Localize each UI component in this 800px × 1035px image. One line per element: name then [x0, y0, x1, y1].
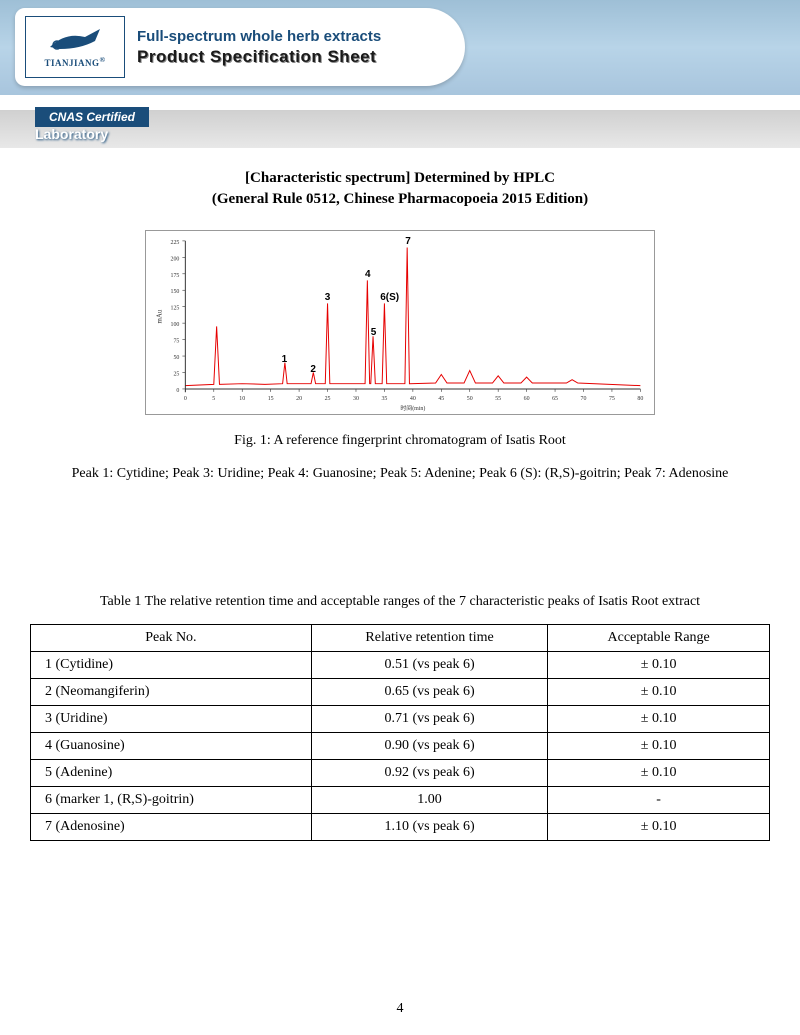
table-cell: 7 (Adenosine) — [31, 814, 312, 841]
table-cell: ± 0.10 — [548, 679, 770, 706]
peak-label: 6(S) — [380, 292, 399, 303]
svg-text:55: 55 — [495, 396, 501, 402]
content-area: [Characteristic spectrum] Determined by … — [0, 150, 800, 841]
svg-text:0: 0 — [176, 388, 179, 394]
svg-text:45: 45 — [438, 396, 444, 402]
table-row: 6 (marker 1, (R,S)-goitrin)1.00- — [31, 787, 770, 814]
table-cell: 0.90 (vs peak 6) — [311, 733, 547, 760]
table-cell: 0.51 (vs peak 6) — [311, 652, 547, 679]
svg-text:50: 50 — [173, 355, 179, 361]
svg-text:20: 20 — [296, 396, 302, 402]
table-header: Peak No. — [31, 625, 312, 652]
table-cell: ± 0.10 — [548, 706, 770, 733]
retention-time-table: Peak No.Relative retention timeAcceptabl… — [30, 624, 770, 841]
svg-text:40: 40 — [410, 396, 416, 402]
peak-label: 5 — [371, 327, 377, 338]
table-cell: ± 0.10 — [548, 652, 770, 679]
svg-text:5: 5 — [212, 396, 215, 402]
table-header: Relative retention time — [311, 625, 547, 652]
svg-text:150: 150 — [171, 289, 180, 295]
header-subtitle: Full-spectrum whole herb extracts — [137, 28, 381, 45]
peak-label: 7 — [405, 236, 411, 247]
svg-text:125: 125 — [171, 306, 180, 312]
table-cell: 0.92 (vs peak 6) — [311, 760, 547, 787]
svg-text:25: 25 — [173, 371, 179, 377]
figure-caption: Fig. 1: A reference fingerprint chromato… — [30, 433, 770, 449]
svg-text:50: 50 — [467, 396, 473, 402]
svg-text:mAu: mAu — [157, 309, 164, 323]
page-number: 4 — [0, 1001, 800, 1017]
peak-label: 4 — [365, 269, 371, 280]
brand-logo: TIANJIANG® — [25, 16, 125, 78]
svg-text:75: 75 — [173, 339, 179, 345]
table-cell: 4 (Guanosine) — [31, 733, 312, 760]
brand-name: TIANJIANG® — [44, 55, 105, 68]
title-line-2: (General Rule 0512, Chinese Pharmacopoei… — [30, 189, 770, 210]
table-row: 1 (Cytidine)0.51 (vs peak 6)± 0.10 — [31, 652, 770, 679]
table-cell: 0.71 (vs peak 6) — [311, 706, 547, 733]
svg-text:0: 0 — [184, 396, 187, 402]
table-cell: 5 (Adenine) — [31, 760, 312, 787]
header-banner: TIANJIANG® Full-spectrum whole herb extr… — [0, 0, 800, 95]
table-row: 2 (Neomangiferin)0.65 (vs peak 6)± 0.10 — [31, 679, 770, 706]
table-cell: 3 (Uridine) — [31, 706, 312, 733]
table-cell: ± 0.10 — [548, 760, 770, 787]
table-title: Table 1 The relative retention time and … — [30, 594, 770, 610]
table-row: 4 (Guanosine)0.90 (vs peak 6)± 0.10 — [31, 733, 770, 760]
table-cell: - — [548, 787, 770, 814]
svg-text:15: 15 — [268, 396, 274, 402]
table-row: 7 (Adenosine)1.10 (vs peak 6)± 0.10 — [31, 814, 770, 841]
svg-text:60: 60 — [524, 396, 530, 402]
logo-pill: TIANJIANG® Full-spectrum whole herb extr… — [15, 8, 465, 86]
title-line-1: [Characteristic spectrum] Determined by … — [30, 168, 770, 189]
section-title: [Characteristic spectrum] Determined by … — [30, 168, 770, 210]
table-cell: 1 (Cytidine) — [31, 652, 312, 679]
svg-text:30: 30 — [353, 396, 359, 402]
svg-text:时间(min): 时间(min) — [400, 404, 425, 412]
svg-text:25: 25 — [325, 396, 331, 402]
table-cell: ± 0.10 — [548, 814, 770, 841]
cnas-certified-label: CNAS Certified — [35, 107, 149, 127]
svg-text:80: 80 — [637, 396, 643, 402]
cnas-laboratory-label: Laboratory — [35, 126, 108, 142]
table-cell: 6 (marker 1, (R,S)-goitrin) — [31, 787, 312, 814]
svg-text:10: 10 — [239, 396, 245, 402]
table-cell: 1.10 (vs peak 6) — [311, 814, 547, 841]
table-row: 3 (Uridine)0.71 (vs peak 6)± 0.10 — [31, 706, 770, 733]
peak-legend: Peak 1: Cytidine; Peak 3: Uridine; Peak … — [30, 463, 770, 484]
table-cell: 0.65 (vs peak 6) — [311, 679, 547, 706]
table-cell: ± 0.10 — [548, 733, 770, 760]
table-cell: 2 (Neomangiferin) — [31, 679, 312, 706]
svg-text:65: 65 — [552, 396, 558, 402]
svg-text:35: 35 — [381, 396, 387, 402]
svg-text:100: 100 — [171, 322, 180, 328]
svg-text:225: 225 — [171, 240, 180, 246]
table-cell: 1.00 — [311, 787, 547, 814]
svg-text:175: 175 — [171, 273, 180, 279]
peak-label: 2 — [310, 364, 316, 375]
header-text-block: Full-spectrum whole herb extracts Produc… — [137, 28, 381, 67]
svg-text:70: 70 — [581, 396, 587, 402]
logo-swoosh-icon — [45, 27, 105, 55]
header-title: Product Specification Sheet — [137, 47, 381, 67]
table-header: Acceptable Range — [548, 625, 770, 652]
peak-label: 3 — [325, 292, 331, 303]
svg-text:200: 200 — [171, 256, 180, 262]
cnas-bar: CNAS Certified Laboratory — [0, 110, 800, 148]
hplc-chromatogram-chart: 0255075100125150175200225051015202530354… — [145, 230, 655, 415]
svg-text:75: 75 — [609, 396, 615, 402]
table-row: 5 (Adenine)0.92 (vs peak 6)± 0.10 — [31, 760, 770, 787]
peak-label: 1 — [282, 354, 288, 365]
